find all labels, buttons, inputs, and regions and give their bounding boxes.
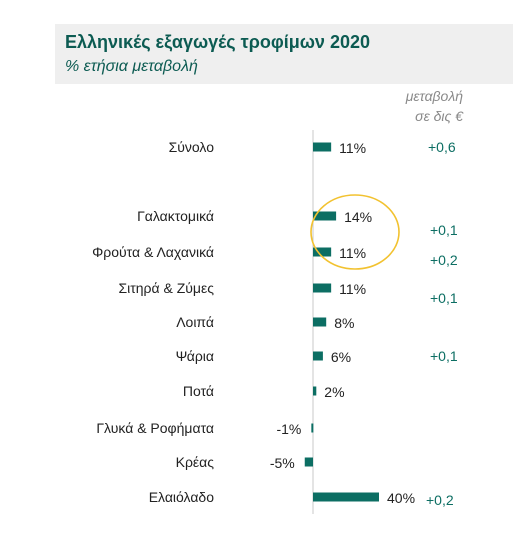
category-label: Σύνολο: [169, 139, 215, 155]
value-label: 11%: [339, 281, 366, 297]
value-label: -5%: [270, 455, 295, 471]
bar: [313, 317, 327, 327]
highlight-circle: [310, 194, 400, 270]
value-label: 40%: [387, 490, 415, 506]
bar: [313, 492, 379, 502]
change-label: +0,1: [430, 290, 458, 306]
category-label: Λοιπά: [176, 314, 214, 330]
change-label: +0,1: [430, 222, 458, 238]
chart-subtitle: % ετήσια μεταβολή: [65, 58, 198, 75]
bar: [313, 283, 332, 293]
bar: [313, 351, 323, 361]
bar: [313, 386, 317, 396]
value-label: 11%: [339, 140, 366, 156]
chart-title: Ελληνικές εξαγωγές τροφίμων 2020: [65, 32, 370, 52]
category-label: Γαλακτομικά: [137, 208, 214, 224]
change-column-label-line1: μεταβολή: [405, 88, 464, 104]
change-label: +0,1: [430, 348, 458, 364]
bar: [311, 423, 314, 433]
change-label: +0,2: [426, 492, 454, 508]
chart-header: Ελληνικές εξαγωγές τροφίμων 2020 % ετήσι…: [55, 24, 513, 84]
value-label: 11%: [339, 245, 366, 261]
category-label: Σιτηρά & Ζύμες: [118, 280, 214, 296]
bar: [313, 247, 332, 257]
category-label: Φρούτα & Λαχανικά: [92, 244, 214, 260]
chart-rows: Σύνολο 11% +0,6 Γαλακτομικά 14% +0,1 Φρούτα & …: [92, 139, 458, 508]
value-label: 14%: [344, 209, 372, 225]
change-column-label-line2: σε δις €: [415, 108, 464, 124]
change-label: +0,6: [428, 139, 456, 155]
change-label: +0,2: [430, 252, 458, 268]
value-label: 2%: [324, 384, 344, 400]
bar: [313, 211, 337, 221]
category-label: Γλυκά & Ροφήματα: [96, 420, 214, 436]
category-label: Ψάρια: [176, 348, 214, 364]
category-label: Ελαιόλαδο: [149, 489, 215, 505]
value-label: 6%: [331, 349, 351, 365]
value-label: 8%: [334, 315, 354, 331]
bar: [304, 457, 313, 467]
bar: [313, 142, 332, 152]
category-label: Ποτά: [183, 383, 214, 399]
value-label: -1%: [276, 421, 301, 437]
category-label: Κρέας: [176, 454, 215, 470]
